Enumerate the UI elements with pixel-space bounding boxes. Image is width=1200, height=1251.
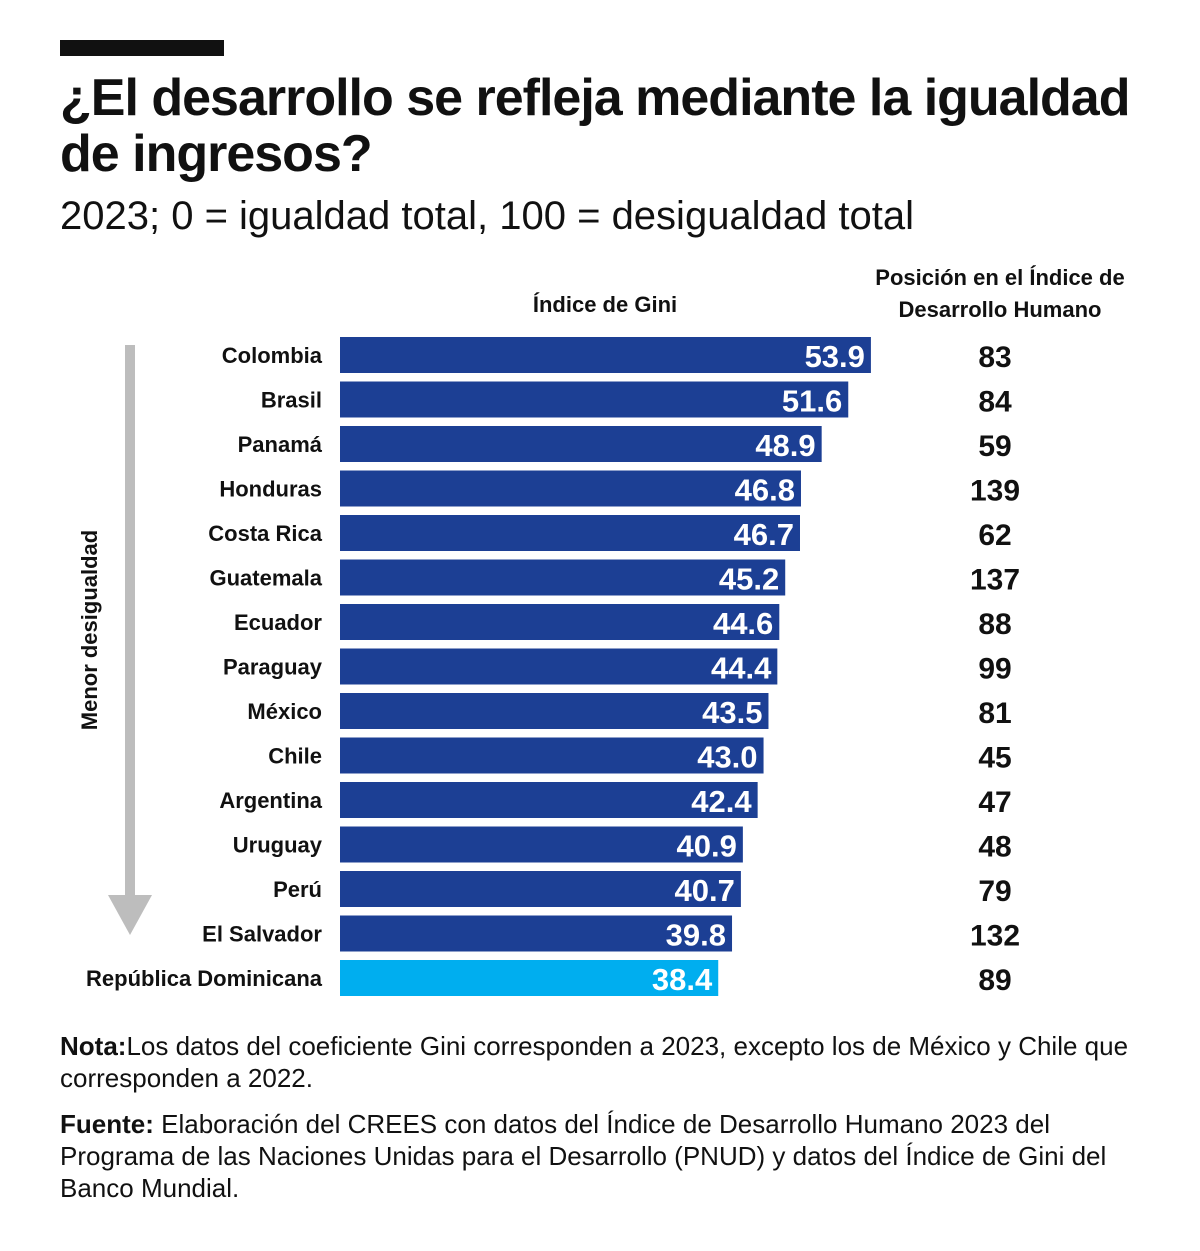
country-label: Brasil <box>261 388 322 413</box>
bar <box>340 470 801 507</box>
bar <box>340 737 764 774</box>
idh-rank-label: 99 <box>978 653 1011 686</box>
bar-value-label: 53.9 <box>805 339 865 374</box>
footnote-text: Los datos del coeficiente Gini correspon… <box>60 1031 1129 1093</box>
bar-value-label: 43.5 <box>702 695 762 730</box>
bar-value-label: 51.6 <box>782 384 842 419</box>
idh-rank-label: 132 <box>970 920 1020 953</box>
bar <box>340 426 822 462</box>
country-label: Argentina <box>219 788 322 813</box>
idh-rank-label: 79 <box>978 875 1011 908</box>
footnote: Nota:Los datos del coeficiente Gini corr… <box>60 1030 1160 1094</box>
idh-rank-label: 83 <box>978 341 1011 374</box>
country-label: Chile <box>268 744 322 769</box>
bar-value-label: 40.7 <box>675 873 735 908</box>
idh-rank-label: 89 <box>978 964 1011 997</box>
country-label: Colombia <box>222 343 323 368</box>
country-label: Paraguay <box>223 655 323 680</box>
idh-rank-label: 137 <box>970 564 1020 597</box>
footnote-label: Nota: <box>60 1031 127 1061</box>
bar <box>340 559 786 596</box>
bar-value-label: 42.4 <box>691 784 752 819</box>
country-label: Perú <box>273 877 322 902</box>
bar <box>340 871 741 907</box>
country-label: Ecuador <box>234 610 322 635</box>
country-label: México <box>247 699 322 724</box>
bar-value-label: 38.4 <box>652 962 713 997</box>
bar <box>340 960 719 996</box>
idh-rank-label: 48 <box>978 831 1011 864</box>
idh-rank-label: 84 <box>978 386 1012 419</box>
idh-rank-label: 47 <box>978 786 1011 819</box>
source-note: Fuente: Elaboración del CREES con datos … <box>60 1108 1160 1204</box>
idh-rank-label: 59 <box>978 430 1011 463</box>
source-text: Elaboración del CREES con datos del Índi… <box>60 1109 1107 1203</box>
idh-rank-label: 88 <box>978 608 1011 641</box>
arrow-shaft <box>125 345 135 900</box>
bar <box>340 337 871 373</box>
country-label: República Dominicana <box>86 966 323 991</box>
country-label: El Salvador <box>202 922 322 947</box>
bar <box>340 693 769 729</box>
bar-value-label: 43.0 <box>697 740 757 775</box>
bar-value-label: 45.2 <box>719 562 779 597</box>
idh-rank-label: 62 <box>978 519 1011 552</box>
arrow-down-icon <box>108 895 152 935</box>
bar <box>340 381 849 418</box>
bar <box>340 915 733 952</box>
country-label: Costa Rica <box>208 521 322 546</box>
country-label: Honduras <box>219 477 322 502</box>
country-label: Panamá <box>238 432 323 457</box>
source-label: Fuente: <box>60 1109 154 1139</box>
gini-column-header: Índice de Gini <box>532 292 678 317</box>
bar-value-label: 46.7 <box>734 517 794 552</box>
bar <box>340 826 743 863</box>
bar-value-label: 48.9 <box>755 428 815 463</box>
bar <box>340 648 778 685</box>
bar-value-label: 39.8 <box>666 918 726 953</box>
bar <box>340 782 758 818</box>
country-label: Guatemala <box>210 566 323 591</box>
bar-value-label: 44.4 <box>711 651 772 686</box>
title-accent-bar <box>60 40 224 56</box>
idh-rank-label: 81 <box>978 697 1011 730</box>
gini-bar-chart: 53.9 Colombia 83 51.6 Brasil 84 48.9 Panamá 59 46… <box>86 337 1020 997</box>
bar-value-label: 44.6 <box>713 606 773 641</box>
bar-value-label: 46.8 <box>735 473 795 508</box>
bar-value-label: 40.9 <box>677 829 737 864</box>
bar <box>340 604 780 640</box>
chart-title: ¿El desarrollo se refleja mediante la ig… <box>60 69 1131 183</box>
idh-column-header: Posición en el Índice de Desarrollo Huma… <box>875 265 1125 322</box>
bar <box>340 515 800 551</box>
country-label: Uruguay <box>233 833 323 858</box>
chart-subtitle: 2023; 0 = igualdad total, 100 = desigual… <box>60 194 915 238</box>
idh-rank-label: 139 <box>970 475 1020 508</box>
idh-rank-label: 45 <box>978 742 1011 775</box>
